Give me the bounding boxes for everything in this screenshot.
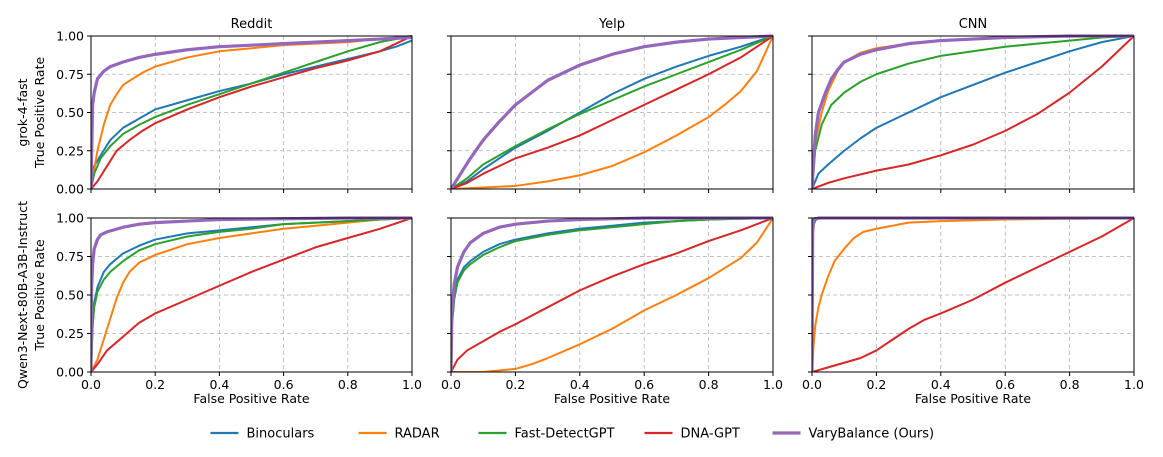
- series-line-dna-gpt: [91, 35, 412, 189]
- x-tick-label: 0.2: [866, 377, 886, 392]
- y-tick-label: 0.50: [56, 105, 84, 120]
- legend-label-radar: RADAR: [395, 427, 440, 442]
- y-tick-label: 0.75: [56, 67, 84, 82]
- series-line-fast-detectgpt: [451, 35, 773, 189]
- panel-frame: [90, 217, 413, 373]
- series-line-varybalance-ours: [91, 216, 412, 372]
- series-line-dna-gpt: [451, 35, 773, 189]
- series-line-radar: [451, 35, 773, 189]
- panel-1-0: 0.00 0.25 0.50 0.75 1.00 0.0 0.2 0.4 0.6 0.8 1.0 Fa…: [15, 201, 422, 406]
- y-axis-model-label: grok-4-fast: [15, 78, 30, 146]
- x-axis-label: False Positive Rate: [915, 391, 1031, 406]
- x-tick-label: 1.0: [1124, 377, 1144, 392]
- x-tick-label: 0.0: [802, 377, 822, 392]
- legend-label-varybalance-ours: VaryBalance (Ours): [809, 427, 935, 442]
- series-line-varybalance-ours: [91, 35, 412, 189]
- series-line-radar: [91, 217, 412, 372]
- series-line-fast-detectgpt: [812, 35, 1134, 189]
- x-tick-label: 0.8: [338, 377, 358, 392]
- legend-label-dna-gpt: DNA-GPT: [681, 427, 740, 442]
- y-tick-label: 0.50: [56, 288, 84, 303]
- series-line-fast-detectgpt: [91, 217, 412, 372]
- x-tick-label: 0.2: [145, 377, 165, 392]
- legend-label-fast-detectgpt: Fast-DetectGPT: [515, 427, 615, 442]
- series-line-dna-gpt: [812, 35, 1134, 189]
- series-line-binoculars: [812, 35, 1134, 189]
- y-axis-model-label: Qwen3-Next-80B-A3B-Instruct: [15, 201, 30, 389]
- panel-title: Yelp: [598, 17, 625, 32]
- x-tick-label: 0.8: [699, 377, 719, 392]
- x-tick-label: 1.0: [763, 377, 783, 392]
- x-axis-label: False Positive Rate: [193, 391, 309, 406]
- series-line-fast-detectgpt: [451, 217, 773, 372]
- y-tick-label: 0.25: [56, 326, 84, 341]
- panel-0-1: Yelp: [447, 17, 774, 193]
- y-tick-label: 0.00: [56, 365, 84, 380]
- x-tick-label: 0.4: [931, 377, 951, 392]
- series-line-dna-gpt: [451, 217, 773, 372]
- x-tick-label: 0.2: [505, 377, 525, 392]
- y-tick-label: 1.00: [56, 29, 84, 44]
- series-line-radar: [451, 217, 773, 372]
- x-tick-label: 0.0: [441, 377, 461, 392]
- series-line-binoculars: [91, 217, 412, 372]
- y-axis-label: True Positive Rate: [32, 239, 47, 352]
- x-tick-label: 0.4: [570, 377, 590, 392]
- x-tick-label: 0.4: [209, 377, 229, 392]
- x-tick-label: 0.6: [634, 377, 654, 392]
- x-tick-label: 0.0: [81, 377, 101, 392]
- y-tick-label: 0.25: [56, 143, 84, 158]
- series-line-binoculars: [91, 39, 412, 189]
- panel-0-2: CNN: [808, 17, 1135, 193]
- x-axis-label: False Positive Rate: [554, 391, 670, 406]
- series-line-varybalance-ours: [812, 34, 1134, 189]
- x-tick-label: 1.0: [402, 377, 422, 392]
- x-tick-label: 0.8: [1060, 377, 1080, 392]
- series-line-dna-gpt: [91, 217, 412, 372]
- series-line-radar: [812, 217, 1134, 372]
- x-tick-label: 0.6: [995, 377, 1015, 392]
- y-axis-label: True Positive Rate: [32, 57, 47, 170]
- series-line-binoculars: [451, 35, 773, 189]
- panel-title: CNN: [959, 17, 988, 32]
- panel-1-2: 0.0 0.2 0.4 0.6 0.8 1.0 False Positive Rate: [802, 216, 1144, 406]
- y-tick-label: 0.75: [56, 249, 84, 264]
- series-line-dna-gpt: [812, 217, 1134, 372]
- series-line-varybalance-ours: [451, 34, 773, 189]
- panel-title: Reddit: [231, 17, 273, 32]
- legend: Binoculars RADAR Fast-DetectGPT DNA-GPT Vary…: [210, 427, 935, 442]
- panel-0-0: 0.00 0.25 0.50 0.75 1.00 Reddit grok-4-fast Tru…: [15, 17, 413, 197]
- series-line-fast-detectgpt: [91, 35, 412, 189]
- legend-label-binoculars: Binoculars: [247, 427, 315, 442]
- x-tick-label: 0.6: [274, 377, 294, 392]
- y-tick-label: 1.00: [56, 211, 84, 226]
- panel-1-1: 0.0 0.2 0.4 0.6 0.8 1.0 False Positive Rate: [441, 216, 783, 406]
- y-tick-label: 0.00: [56, 182, 84, 197]
